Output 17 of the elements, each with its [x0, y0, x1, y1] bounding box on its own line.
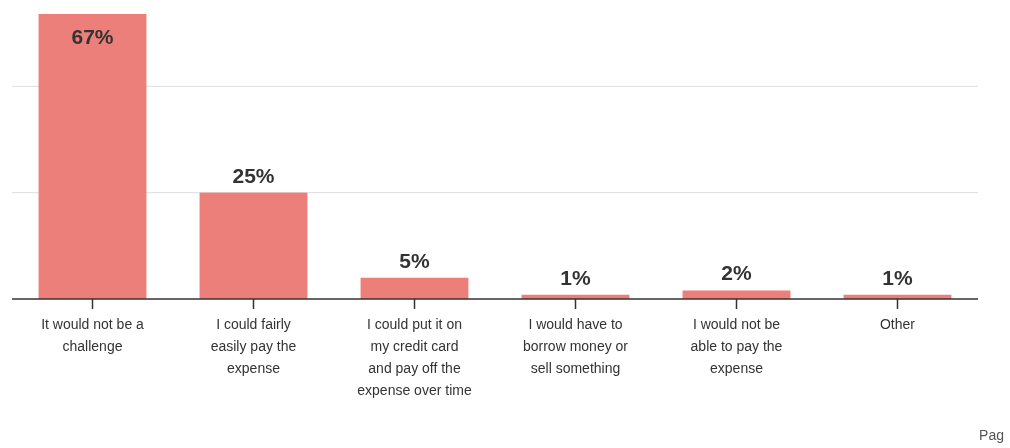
- data-label: 25%: [232, 163, 275, 187]
- bar: [682, 290, 791, 299]
- data-label: 2%: [721, 261, 752, 285]
- x-tick-label: It would not be a challenge: [41, 316, 145, 354]
- x-tick-label: I would have to borrow money or sell something: [522, 316, 629, 376]
- bar: [38, 14, 147, 299]
- x-tick-label: I could put it on my credit card and pay off the expense over time: [357, 316, 472, 398]
- text: Pag: [979, 427, 1004, 443]
- data-label: 1%: [560, 265, 591, 289]
- x-tick-label: I would not be able to pay the expense: [690, 316, 783, 376]
- data-label: 67%: [71, 25, 114, 48]
- x-tick-label: I could fairly easily pay the expense: [210, 316, 297, 376]
- bar: [199, 192, 308, 299]
- data-label: 5%: [399, 248, 430, 272]
- data-label: 1%: [882, 265, 913, 289]
- x-tick-label: Other: [879, 316, 916, 332]
- bar: [360, 277, 469, 299]
